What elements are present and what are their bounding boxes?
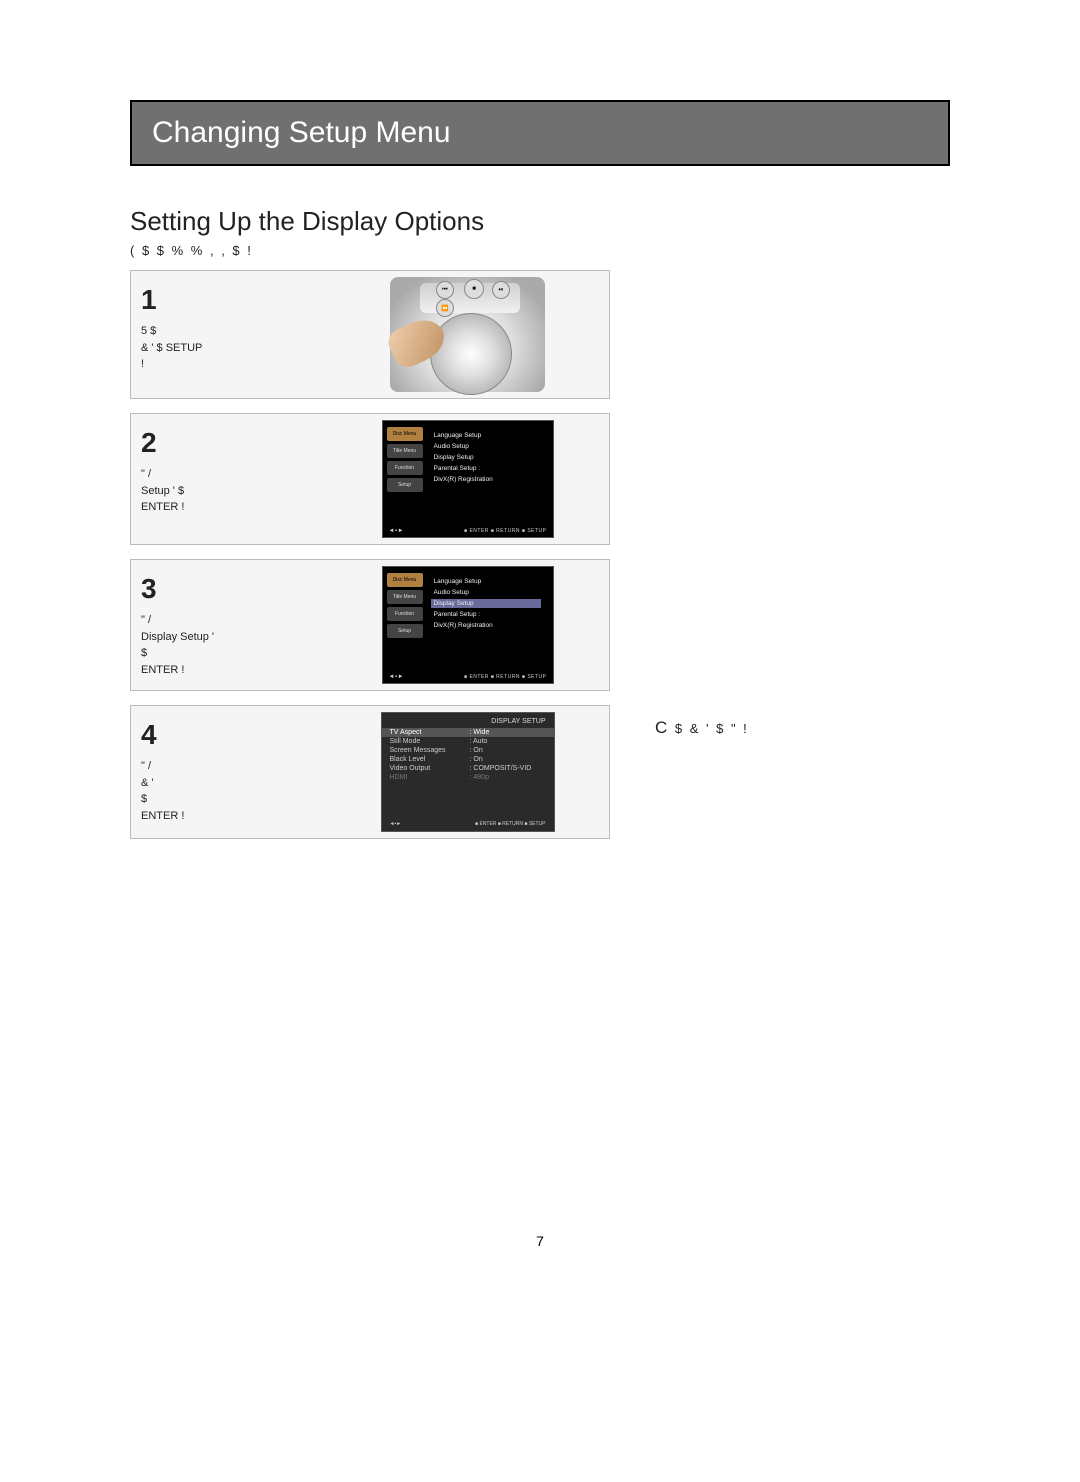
step-illustration: Disc Menu Title Menu Function Setup Lang… — [326, 414, 609, 544]
intro-text: ( $ $ % % , , $ ! — [130, 243, 950, 258]
rewind-icon: ⏪ — [436, 299, 454, 317]
menu-item: DivX(R) Registration — [431, 475, 541, 484]
step-line: " / — [141, 466, 316, 483]
step-line: Setup ' $ — [141, 483, 316, 500]
step-number: 2 — [141, 422, 316, 464]
step-line: 5 $ — [141, 323, 316, 340]
setup-icon: Setup — [387, 478, 423, 492]
step-number: 3 — [141, 568, 316, 610]
steps-column: 1 5 $ & ' $ SETUP ! ⏮ ■ ⏯ ⏪ — [130, 270, 610, 853]
step-text: 1 5 $ & ' $ SETUP ! — [131, 271, 326, 398]
setting-row: Video Output: COMPOSIT/S-VID — [382, 764, 554, 773]
step-line: Display Setup ' — [141, 629, 316, 646]
step-line: ! — [141, 356, 316, 373]
page-number: 7 — [130, 1233, 950, 1249]
menu-item: Display Setup — [431, 599, 541, 608]
title-menu-icon: Title Menu — [387, 444, 423, 458]
menu-item: Audio Setup — [431, 442, 541, 451]
function-icon: Function — [387, 607, 423, 621]
step-line: & ' $ SETUP — [141, 340, 316, 357]
step-line: ENTER ! — [141, 808, 316, 825]
section-subtitle: Setting Up the Display Options — [130, 206, 950, 237]
footer-hints: ■ ENTER ■ RETURN ■ SETUP — [464, 528, 546, 534]
step-illustration: Disc Menu Title Menu Function Setup Lang… — [326, 560, 609, 690]
setup-icon: Setup — [387, 624, 423, 638]
step-line: & ' — [141, 775, 316, 792]
side-note-text: $ & ' $ " ! — [669, 721, 749, 736]
menu-item: Display Setup — [431, 453, 541, 462]
step-line: ENTER ! — [141, 662, 316, 679]
step-line: ENTER ! — [141, 499, 316, 516]
side-note-c: C — [655, 718, 669, 737]
footer-hints: ■ ENTER ■ RETURN ■ SETUP — [475, 821, 545, 827]
prev-icon: ⏮ — [436, 281, 454, 299]
disc-menu-icon: Disc Menu — [387, 427, 423, 441]
menu-item: DivX(R) Registration — [431, 621, 541, 630]
step-box: 4 " / & ' $ ENTER ! DISPLAY SETUP TV Asp… — [130, 705, 610, 839]
menu-item: Language Setup — [431, 431, 541, 440]
footer-hints: ■ ENTER ■ RETURN ■ SETUP — [464, 674, 546, 680]
screen-title: DISPLAY SETUP — [382, 713, 554, 728]
step-text: 2 " / Setup ' $ ENTER ! — [131, 414, 326, 544]
play-pause-icon: ⏯ — [492, 281, 510, 299]
display-setup-screen: DISPLAY SETUP TV Aspect: Wide Still Mode… — [381, 712, 555, 832]
setting-row: TV Aspect: Wide — [382, 728, 554, 737]
setting-row: HDMI: 480p — [382, 773, 554, 782]
step-box: 2 " / Setup ' $ ENTER ! Disc Menu Title … — [130, 413, 610, 545]
side-note: C $ & ' $ " ! — [655, 718, 749, 738]
nav-wheel-icon — [430, 313, 512, 395]
step-text: 4 " / & ' $ ENTER ! — [131, 706, 326, 838]
menu-item: Parental Setup : — [431, 610, 541, 619]
setting-row: Black Level: On — [382, 755, 554, 764]
setting-row: Screen Messages: On — [382, 746, 554, 755]
function-icon: Function — [387, 461, 423, 475]
stop-icon: ■ — [464, 279, 484, 299]
nav-arrows-icon: ◄▪► — [390, 821, 402, 827]
disc-menu-icon: Disc Menu — [387, 573, 423, 587]
step-number: 4 — [141, 714, 316, 756]
nav-arrows-icon: ◄▪► — [389, 674, 405, 680]
step-illustration: DISPLAY SETUP TV Aspect: Wide Still Mode… — [326, 706, 609, 838]
step-line: " / — [141, 612, 316, 629]
menu-item: Audio Setup — [431, 588, 541, 597]
step-line: " / — [141, 758, 316, 775]
page-title-bar: Changing Setup Menu — [130, 100, 950, 166]
step-line: $ — [141, 791, 316, 808]
nav-arrows-icon: ◄▪► — [389, 528, 405, 534]
step-box: 1 5 $ & ' $ SETUP ! ⏮ ■ ⏯ ⏪ — [130, 270, 610, 399]
setting-row: Still Mode: Auto — [382, 737, 554, 746]
step-illustration: ⏮ ■ ⏯ ⏪ — [326, 271, 609, 398]
title-menu-icon: Title Menu — [387, 590, 423, 604]
step-number: 1 — [141, 279, 316, 321]
remote-control-image: ⏮ ■ ⏯ ⏪ — [390, 277, 545, 392]
menu-item: Parental Setup : — [431, 464, 541, 473]
tv-menu-screen: Disc Menu Title Menu Function Setup Lang… — [382, 420, 554, 538]
step-line: $ — [141, 645, 316, 662]
menu-item: Language Setup — [431, 577, 541, 586]
tv-menu-screen: Disc Menu Title Menu Function Setup Lang… — [382, 566, 554, 684]
step-text: 3 " / Display Setup ' $ ENTER ! — [131, 560, 326, 690]
step-box: 3 " / Display Setup ' $ ENTER ! Disc Men… — [130, 559, 610, 691]
